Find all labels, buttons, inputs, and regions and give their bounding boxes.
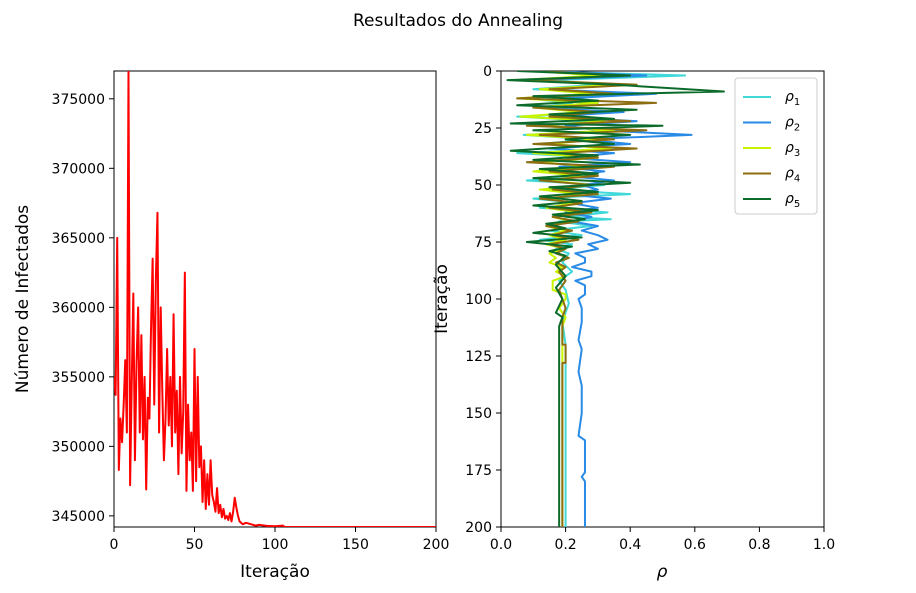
- y-tick-label: 370000: [52, 161, 105, 177]
- y-tick-label: 360000: [52, 300, 105, 316]
- y-tick-label: 355000: [52, 370, 105, 386]
- rho-plot-ylabel: Iteração: [432, 264, 452, 334]
- series-line-1: [114, 71, 436, 527]
- y-tick-label: 0: [483, 64, 492, 80]
- y-tick-label: 375000: [52, 92, 105, 108]
- figure-title: Resultados do Annealing: [353, 11, 563, 31]
- x-tick-label: 0.4: [619, 537, 641, 553]
- y-tick-label: 200: [465, 520, 492, 536]
- y-tick-label: 175: [465, 463, 492, 479]
- infected-plot-ylabel: Número de Infectados: [13, 205, 33, 393]
- x-tick-label: 0: [110, 537, 119, 553]
- x-tick-label: 0.0: [490, 537, 512, 553]
- y-tick-label: 350000: [52, 439, 105, 455]
- series-line-rho-5: [506, 71, 725, 527]
- y-tick-label: 365000: [52, 231, 105, 247]
- infected-plot-ticks: 0 50 100 150 200 345000 350000 355000 360000 3650…: [52, 92, 450, 553]
- infected-plot-frame: [113, 70, 437, 528]
- x-tick-label: 100: [262, 537, 289, 553]
- legend-frame: [734, 77, 818, 215]
- y-tick-label: 50: [474, 178, 492, 194]
- y-tick-label: 125: [465, 349, 492, 365]
- rho-plot-lines: [506, 71, 725, 527]
- x-tick-label: 50: [186, 537, 204, 553]
- rho-plot: 0.0 0.2 0.4 0.6 0.8 1.0 0 25 50 75 100 125 150 175 200…: [432, 64, 835, 582]
- infected-plot-lines: [114, 71, 436, 527]
- x-tick-label: 0.6: [684, 537, 706, 553]
- x-tick-label: 150: [342, 537, 369, 553]
- infected-plot-xlabel: Iteração: [240, 562, 310, 582]
- infected-plot: 0 50 100 150 200 345000 350000 355000 360000 3650…: [13, 70, 450, 582]
- rho-plot-ticks: 0.0 0.2 0.4 0.6 0.8 1.0 0 25 50 75 100 125 150 175 200: [465, 64, 835, 553]
- y-tick-label: 345000: [52, 509, 105, 525]
- y-tick-label: 75: [474, 235, 492, 251]
- rho-plot-xlabel: ρ: [657, 562, 668, 582]
- y-tick-label: 100: [465, 292, 492, 308]
- x-tick-label: 0.2: [554, 537, 576, 553]
- x-tick-label: 200: [423, 537, 450, 553]
- x-tick-label: 1.0: [813, 537, 835, 553]
- y-tick-label: 25: [474, 121, 492, 137]
- y-tick-label: 150: [465, 406, 492, 422]
- x-tick-label: 0.8: [748, 537, 770, 553]
